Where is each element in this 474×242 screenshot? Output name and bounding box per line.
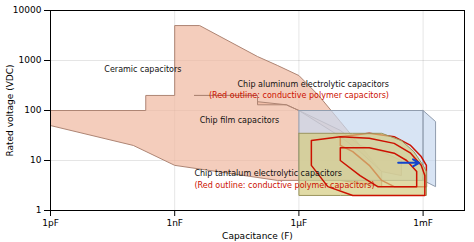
- svg-text:Ceramic capacitors: Ceramic capacitors: [104, 65, 181, 74]
- svg-text:1pF: 1pF: [42, 218, 59, 228]
- svg-text:Chip aluminum electrolytic cap: Chip aluminum electrolytic capacitors: [238, 80, 389, 89]
- svg-text:Chip film capacitors: Chip film capacitors: [200, 116, 280, 125]
- svg-text:Rated voltage (VDC): Rated voltage (VDC): [5, 64, 15, 156]
- svg-text:10000: 10000: [13, 5, 42, 15]
- svg-text:100: 100: [24, 105, 41, 115]
- svg-text:(Red outline: conductive polym: (Red outline: conductive polymer capacit…: [194, 181, 374, 190]
- svg-text:1000: 1000: [19, 55, 42, 65]
- svg-text:Chip tantalum electrolytic cap: Chip tantalum electrolytic capacitors: [194, 169, 342, 178]
- svg-text:1mF: 1mF: [413, 218, 433, 228]
- svg-text:Capacitance (F): Capacitance (F): [222, 231, 293, 241]
- svg-text:10: 10: [30, 155, 42, 165]
- svg-text:1nF: 1nF: [166, 218, 183, 228]
- svg-text:1: 1: [36, 205, 42, 215]
- svg-text:1μF: 1μF: [291, 218, 308, 228]
- svg-text:(Red outline: conductive polym: (Red outline: conductive polymer capacit…: [209, 91, 389, 100]
